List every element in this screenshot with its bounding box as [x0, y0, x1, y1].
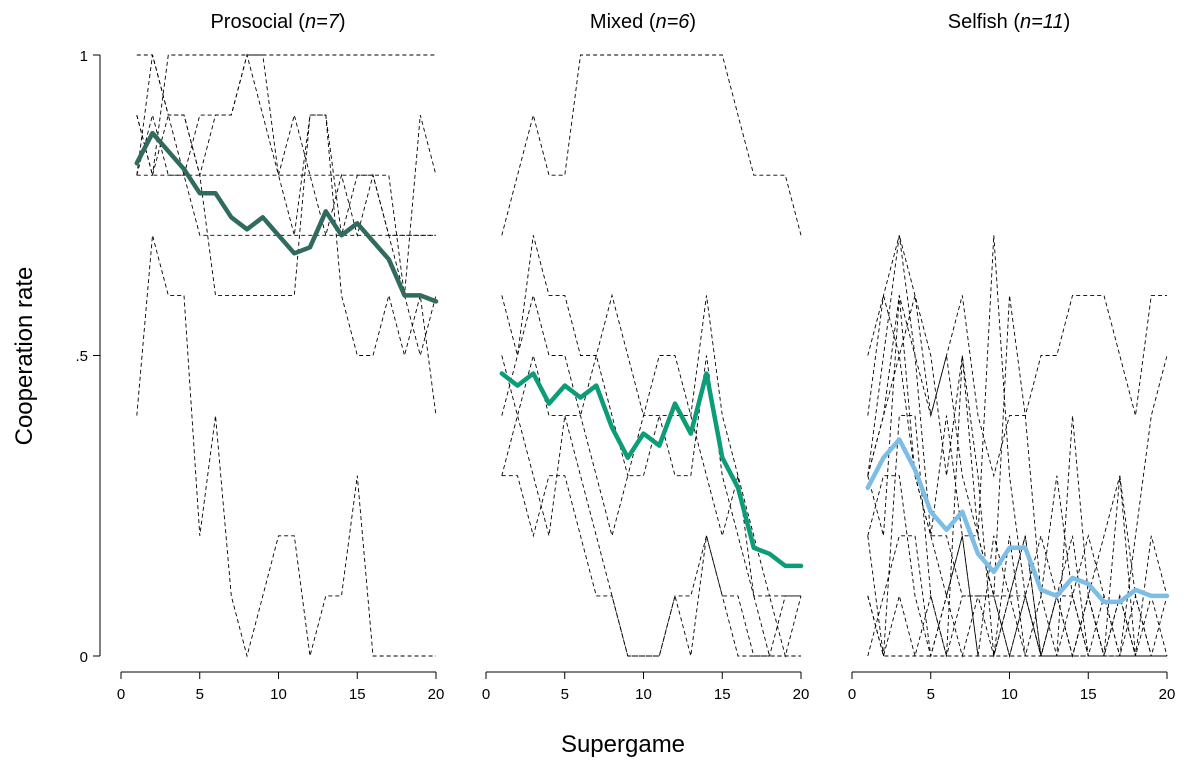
individual-line — [501, 293, 801, 657]
x-tick-label: 10 — [1001, 686, 1018, 703]
panel-title-main: Prosocial ( — [210, 11, 305, 33]
x-tick-label: 5 — [196, 686, 204, 703]
panel-title-mixed: Mixed (n=6) — [590, 11, 696, 33]
panel-title-n: n=6 — [655, 11, 690, 33]
individual-line — [867, 535, 1167, 658]
individual-line — [136, 53, 437, 358]
individual-line — [501, 235, 801, 597]
y-tick-label-0: 0 — [80, 649, 88, 666]
x-tick-label: 20 — [793, 686, 810, 703]
x-tick-label: 15 — [349, 686, 366, 703]
individual-line — [136, 114, 436, 236]
individual-line — [136, 235, 436, 658]
panel-title-main: Selfish ( — [948, 11, 1021, 33]
panel-prosocial: Prosocial (n=7) 0 5 10 15 20 — [117, 11, 445, 703]
panel-title-end: ) — [339, 11, 346, 33]
panel-title-end: ) — [1064, 11, 1071, 33]
x-tick-label: 15 — [1080, 686, 1097, 703]
individual-line — [867, 594, 1167, 658]
individual-line — [501, 353, 802, 658]
x-axis-label: Supergame — [561, 731, 685, 758]
panel-title-end: ) — [689, 11, 696, 33]
x-tick-label: 10 — [635, 686, 652, 703]
individual-line — [136, 54, 437, 416]
individual-line — [136, 54, 437, 296]
x-tick-label: 10 — [270, 686, 287, 703]
mean-line — [865, 437, 1170, 605]
mean-line — [499, 371, 804, 569]
individual-line — [867, 235, 1168, 657]
individual-line — [501, 413, 801, 657]
individual-line — [136, 113, 436, 236]
individual-line — [501, 54, 802, 236]
individual-line — [867, 295, 1167, 657]
individual-line — [501, 475, 801, 657]
individual-line — [867, 295, 1168, 657]
mean-line — [134, 130, 439, 304]
panel-title-n: n=7 — [305, 11, 340, 33]
x-tick-label: 20 — [1159, 686, 1176, 703]
panel-selfish: Selfish (n=11) 0 5 10 15 20 — [848, 11, 1176, 703]
panel-title-n: n=11 — [1020, 11, 1064, 33]
individual-line — [867, 355, 1168, 657]
panel-title-main: Mixed ( — [590, 11, 656, 33]
y-tick-label-0.5: .5 — [75, 348, 88, 365]
y-axis-label: Cooperation rate — [11, 267, 38, 446]
x-tick-label: 20 — [428, 686, 445, 703]
y-axis: 1 .5 0 Cooperation rate — [11, 48, 101, 666]
individual-line — [136, 54, 436, 176]
x-tick-label: 0 — [482, 686, 490, 703]
x-tick-label: 5 — [927, 686, 935, 703]
panel-mixed: Mixed (n=6) 0 5 10 15 20 — [482, 11, 810, 703]
panel-title-prosocial: Prosocial (n=7) — [210, 11, 345, 33]
panel-title-selfish: Selfish (n=11) — [948, 11, 1071, 33]
x-tick-label: 15 — [714, 686, 731, 703]
individual-line — [867, 235, 1167, 478]
individual-line — [867, 235, 1167, 658]
x-tick-label: 0 — [117, 686, 125, 703]
x-tick-label: 5 — [561, 686, 569, 703]
y-tick-label-1: 1 — [80, 48, 88, 65]
x-tick-label: 0 — [848, 686, 856, 703]
